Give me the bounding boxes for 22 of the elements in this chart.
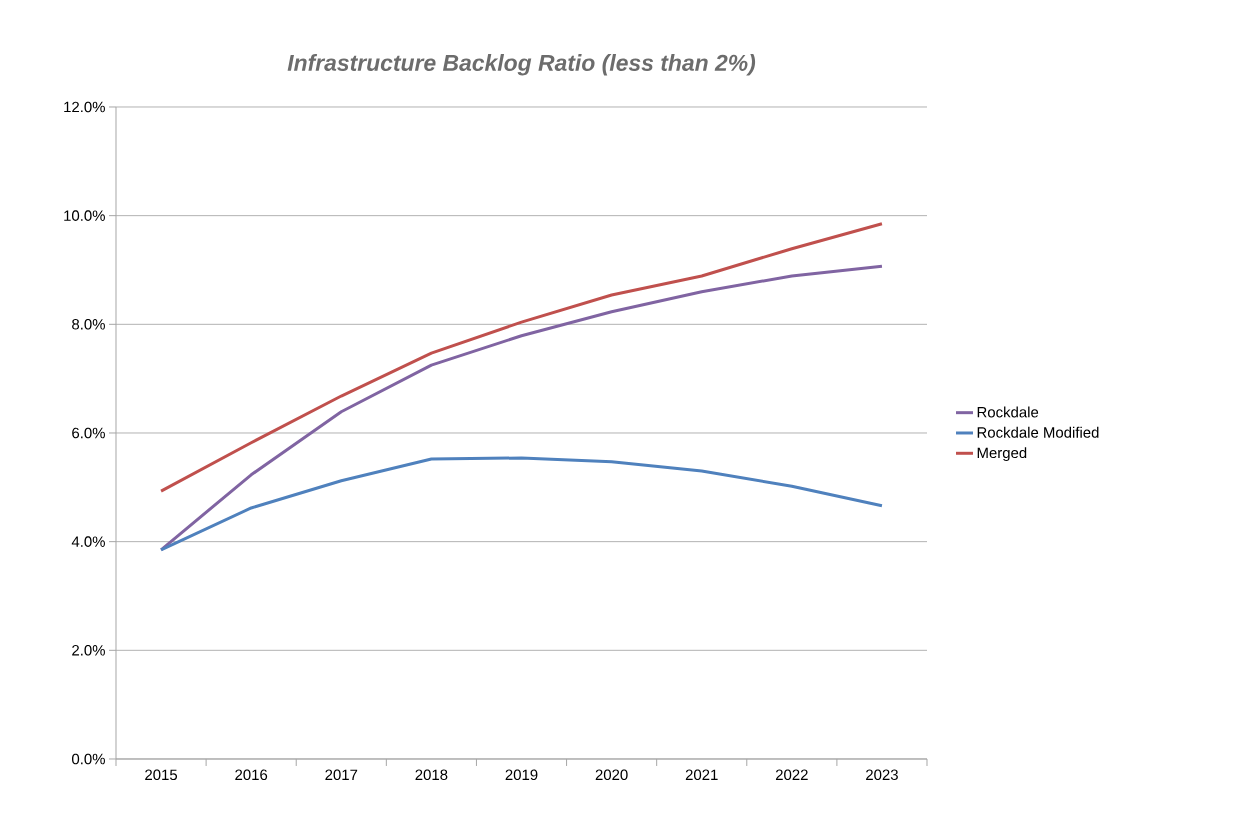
x-tick-label: 2022 bbox=[775, 769, 808, 781]
x-tick-label: 2015 bbox=[145, 769, 178, 781]
x-tick-label: 2023 bbox=[866, 769, 898, 781]
y-tick-label: 8.0% bbox=[72, 319, 105, 330]
y-tick-label: 0.0% bbox=[72, 753, 105, 765]
legend-label: Rockdale Modified bbox=[977, 426, 1099, 438]
x-tick-label: 2017 bbox=[325, 769, 358, 781]
y-tick-label: 12.0% bbox=[64, 101, 105, 113]
y-tick-label: 10.0% bbox=[64, 210, 105, 221]
legend-label: Merged bbox=[977, 447, 1027, 462]
chart-title: Infrastructure Backlog Ratio (less than 2%) bbox=[287, 54, 756, 76]
line-series bbox=[159, 456, 884, 552]
x-tick-label: 2019 bbox=[505, 769, 538, 781]
y-tick-label: 2.0% bbox=[72, 645, 105, 656]
x-tick-label: 2021 bbox=[685, 769, 718, 781]
x-tick-label: 2018 bbox=[415, 769, 448, 781]
y-tick-label: 6.0% bbox=[72, 427, 105, 439]
x-tick-label: 2016 bbox=[235, 769, 268, 781]
y-tick-label: 4.0% bbox=[71, 536, 105, 547]
legend-label: Rockdale bbox=[977, 406, 1039, 418]
x-tick-label: 2020 bbox=[595, 769, 628, 781]
line-series bbox=[159, 222, 884, 493]
